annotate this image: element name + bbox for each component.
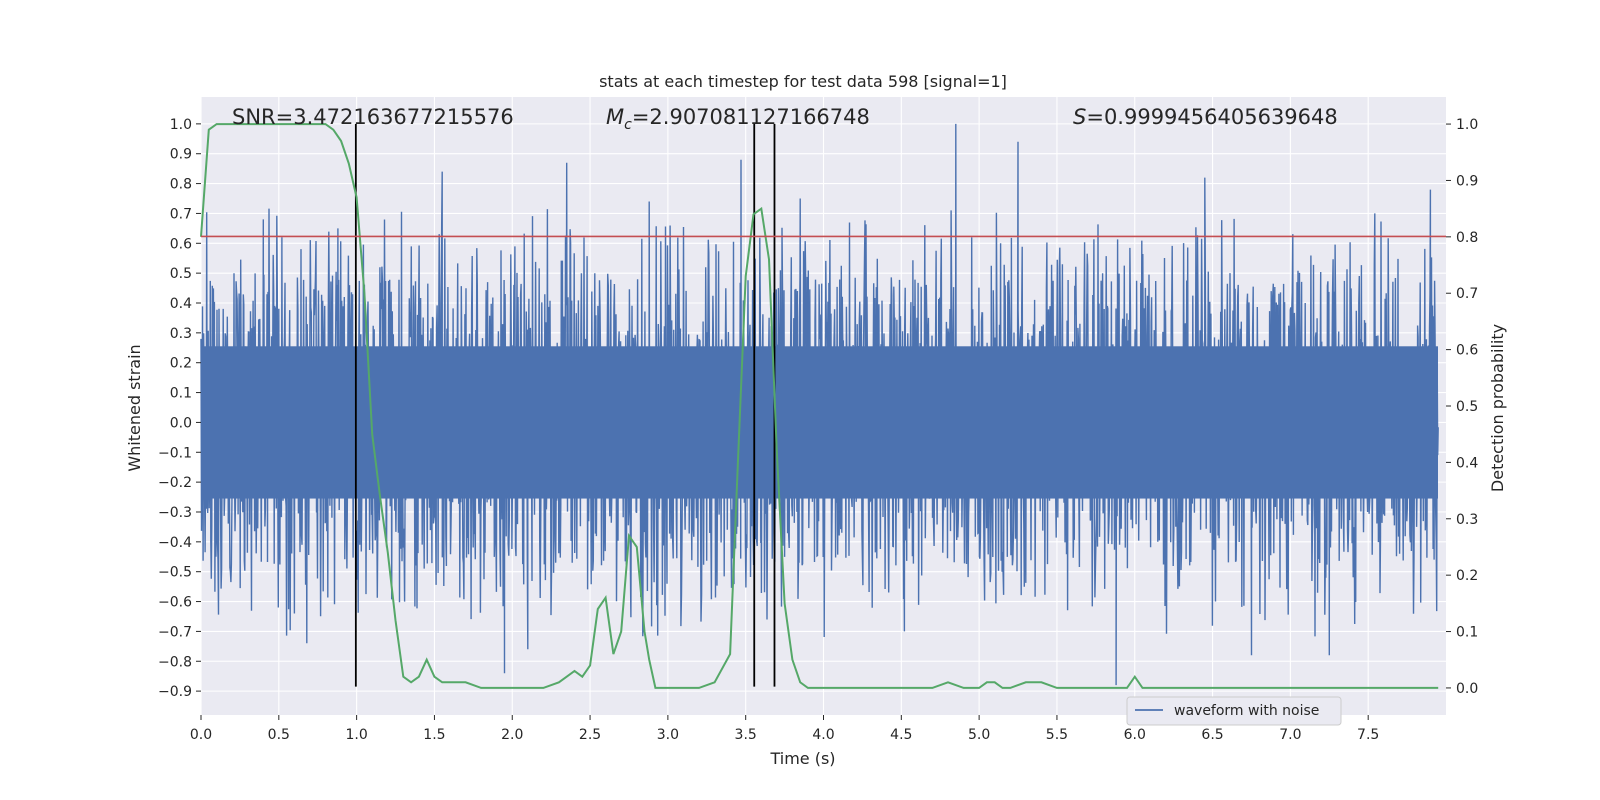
score-annotation: S=0.9999456405639648: [1073, 105, 1338, 129]
x-tick-label: 0.0: [190, 727, 212, 743]
y-tick-label: −0.1: [158, 445, 192, 461]
y-axis-label: Whitened strain: [125, 344, 144, 471]
y-tick-label: 0.2: [170, 356, 192, 372]
y-tick-label: 0.5: [170, 266, 192, 282]
x-tick-label: 2.0: [501, 727, 523, 743]
y2-tick-label: 0.2: [1456, 568, 1478, 584]
x-tick-label: 7.5: [1357, 727, 1379, 743]
chart-title: stats at each timestep for test data 598…: [599, 72, 1007, 91]
y2-tick-label: 0.4: [1456, 455, 1478, 471]
x-tick-label: 5.0: [968, 727, 990, 743]
x-axis-ticks: 0.0 0.5 1.0 1.5 2.0 2.5 3.0 3.5 4.0 4.5 5.0 5.5 6.0 6…: [190, 715, 1379, 743]
chirp-mass-symbol: M: [606, 105, 624, 129]
y2-tick-label: 0.3: [1456, 512, 1478, 528]
legend-label: waveform with noise: [1174, 703, 1319, 719]
y-tick-label: 0.1: [170, 386, 192, 402]
score-value: =0.9999456405639648: [1086, 105, 1337, 129]
x-tick-label: 1.5: [423, 727, 445, 743]
probability-line: [200, 123, 1439, 689]
x-tick-label: 6.5: [1201, 727, 1223, 743]
y2-tick-label: 0.7: [1456, 286, 1478, 302]
y2-tick-label: 0.0: [1456, 681, 1478, 697]
y2-tick-label: 1.0: [1456, 117, 1478, 133]
y-tick-label: 1.0: [170, 117, 192, 133]
waveform-series: [200, 123, 1439, 686]
x-tick-label: 2.5: [579, 727, 601, 743]
y2-tick-label: 0.1: [1456, 625, 1478, 641]
y2-tick-label: 0.6: [1456, 343, 1478, 359]
x-tick-label: 3.5: [735, 727, 757, 743]
y-tick-label: 0.7: [170, 206, 192, 222]
waveform-noise-band: [201, 346, 1438, 499]
legend-box: [1126, 696, 1342, 726]
x-tick-label: 5.5: [1046, 727, 1068, 743]
x-axis-label: Time (s): [769, 749, 835, 768]
y-tick-label: −0.2: [158, 475, 192, 491]
x-tick-label: 3.0: [657, 727, 679, 743]
y-tick-label: −0.5: [158, 565, 192, 581]
legend: waveform with noise: [1126, 696, 1342, 726]
x-tick-label: 1.0: [345, 727, 367, 743]
y-tick-label: 0.4: [170, 296, 192, 312]
y2-axis-label: Detection probability: [1488, 324, 1507, 492]
probability-series: [200, 123, 1439, 689]
x-tick-label: 6.0: [1124, 727, 1146, 743]
y-tick-label: −0.9: [158, 684, 192, 700]
chirp-mass-value: =2.907081127166748: [632, 105, 870, 129]
y-tick-label: −0.7: [158, 624, 192, 640]
y-tick-label: 0.0: [170, 415, 192, 431]
chirp-mass-annotation: Mc=2.907081127166748: [606, 105, 870, 133]
score-symbol: S: [1073, 105, 1086, 129]
y2-axis-ticks: 0.0 0.1 0.2 0.3 0.4 0.5 0.6 0.7 0.8 0.9 1.0: [1446, 117, 1478, 697]
y-tick-label: 0.6: [170, 236, 192, 252]
y-axis-ticks: −0.9 −0.8 −0.7 −0.6 −0.5 −0.4 −0.3 −0.2 −0.1 0.0 0…: [158, 117, 201, 700]
y-tick-label: −0.6: [158, 595, 192, 611]
y-tick-label: −0.4: [158, 535, 192, 551]
y-tick-label: −0.8: [158, 654, 192, 670]
y2-tick-label: 0.9: [1456, 173, 1478, 189]
x-tick-label: 0.5: [268, 727, 290, 743]
x-tick-label: 7.0: [1279, 727, 1301, 743]
snr-annotation: SNR=3.472163677215576: [232, 105, 514, 129]
y-tick-label: 0.8: [170, 177, 192, 193]
chirp-mass-subscript: c: [624, 117, 632, 133]
y-tick-label: −0.3: [158, 505, 192, 521]
y-tick-label: 0.9: [170, 147, 192, 163]
x-tick-label: 4.0: [812, 727, 834, 743]
y2-tick-label: 0.8: [1456, 230, 1478, 246]
y-tick-label: 0.3: [170, 326, 192, 342]
y2-tick-label: 0.5: [1456, 399, 1478, 415]
x-tick-label: 4.5: [890, 727, 912, 743]
